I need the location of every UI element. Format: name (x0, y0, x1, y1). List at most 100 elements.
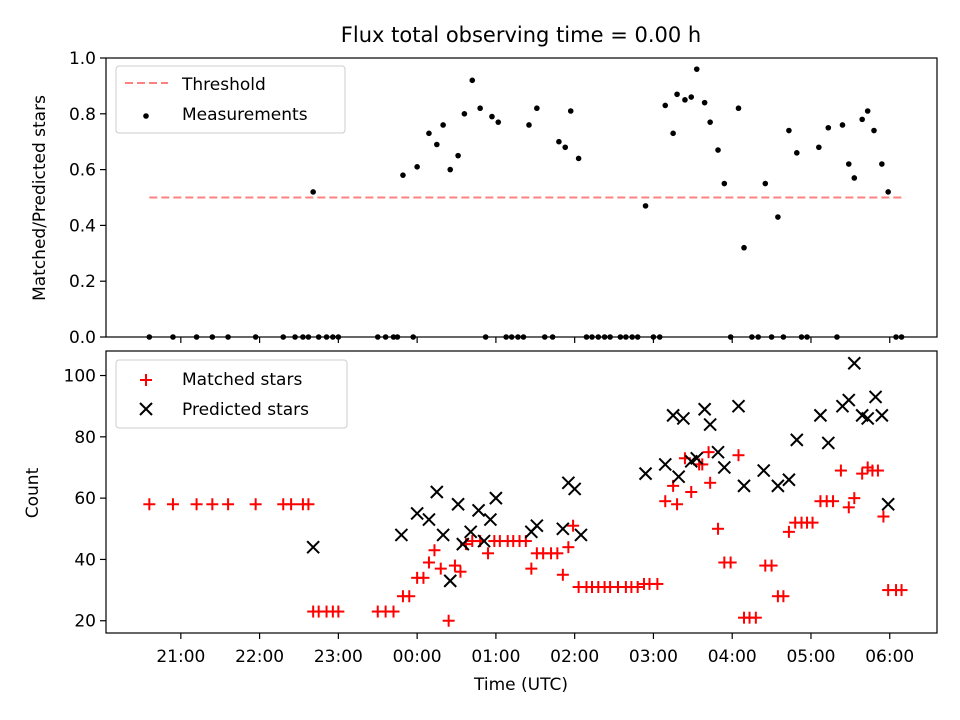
matched-star-point (387, 605, 400, 618)
measurement-point (477, 105, 483, 112)
matched-star-point (454, 565, 467, 578)
bottom-legend: Matched stars Predicted stars (115, 359, 348, 429)
matched-star-point (190, 498, 203, 511)
matched-star-point (143, 498, 156, 511)
predicted-star-point (782, 473, 796, 487)
matched-star-point (206, 498, 219, 511)
matched-star-point (403, 590, 416, 603)
bottom-y-tick-label: 40 (74, 550, 96, 570)
top-legend-measurements-label: Measurements (182, 105, 308, 125)
bottom-x-tick-label: 06:00 (865, 647, 914, 667)
measurement-point (562, 144, 569, 151)
matched-star-point (556, 568, 569, 581)
matched-star-point (659, 495, 672, 508)
matched-star-point (871, 464, 884, 477)
bottom-legend-predicted-label: Predicted stars (182, 400, 309, 420)
measurement-point (885, 189, 891, 195)
predicted-star-point (443, 574, 457, 588)
predicted-star-point (666, 408, 680, 423)
bottom-x-tick-label: 02:00 (550, 647, 599, 667)
matched-star-point (249, 498, 262, 511)
predicted-star-point (697, 402, 712, 416)
bottom-y-tick-label: 60 (74, 489, 96, 509)
matched-star-point (765, 559, 778, 572)
matched-star-point (724, 556, 737, 569)
predicted-star-point (430, 485, 444, 499)
matched-star-point (434, 562, 447, 575)
matched-star-point (702, 446, 715, 459)
measurement-point (489, 113, 495, 120)
bottom-x-tick-label: 04:00 (708, 647, 757, 667)
bottom-x-tick-label: 22:00 (235, 647, 284, 667)
bottom-x-tick-label: 03:00 (629, 647, 678, 667)
predicted-star-point (451, 497, 465, 511)
predicted-star-point (717, 460, 732, 475)
measurement-point (556, 138, 562, 145)
predicted-star-point (671, 469, 686, 484)
bottom-y-tick-label: 100 (64, 367, 96, 387)
predicted-star-point (847, 356, 862, 370)
predicted-star-point (690, 451, 704, 465)
matched-star-point (442, 614, 455, 627)
top-y-tick-label: 0.2 (69, 272, 96, 292)
bottom-axes: 21:00 22:00 23:00 00:00 01:00 02:00 03:00 04:00… (64, 367, 915, 667)
predicted-star-point (489, 491, 503, 505)
bottom-plot-frame (105, 350, 938, 634)
predicted-star-point (676, 411, 691, 426)
matched-star-point (877, 510, 890, 523)
predicted-star-point (790, 433, 804, 447)
matched-star-point (749, 611, 762, 624)
measurement-point (762, 180, 769, 187)
matched-star-point (302, 498, 315, 511)
measurement-point (400, 172, 406, 178)
matched-star-point (417, 571, 430, 584)
top-legend-box (115, 65, 346, 134)
matched-star-point (567, 519, 580, 532)
predicted-star-point (875, 408, 889, 423)
bottom-plot: 21:00 22:00 23:00 00:00 01:00 02:00 03:00 04:00… (23, 350, 938, 695)
matched-star-point (685, 486, 698, 498)
bottom-x-tick-label: 00:00 (393, 647, 442, 667)
predicted-star-point (477, 534, 491, 548)
top-axes: 0.0 0.2 0.4 0.6 0.8 1.0 (69, 49, 891, 348)
bottom-x-tick-label: 05:00 (786, 647, 835, 667)
matched-star-point (704, 476, 717, 489)
matched-star-point (651, 577, 664, 590)
measurement-point (701, 99, 708, 106)
measurement-point (447, 166, 454, 173)
matched-star-point (562, 541, 575, 554)
measurement-point (845, 161, 852, 167)
measurement-point (816, 144, 822, 151)
top-plot: 0.0 0.2 0.4 0.6 0.8 1.0 Matched/Predicted sta… (30, 49, 938, 348)
measurement-point (461, 111, 468, 117)
measurement-point (793, 150, 800, 156)
predicted-star-point (868, 390, 883, 404)
matched-star-point (525, 562, 538, 575)
bottom-y-axis-label: Count (23, 467, 43, 518)
measurement-point (707, 119, 713, 125)
measurement-point (674, 91, 680, 98)
measurement-point (741, 244, 747, 251)
matched-star-point (332, 605, 345, 618)
matched-star-point (895, 584, 908, 597)
predicted-star-point (410, 506, 424, 521)
measurement-point (775, 214, 781, 220)
matched-star-point (712, 522, 725, 535)
predicted-star-point (860, 411, 875, 426)
predicted-star-point (530, 519, 544, 533)
measurement-point (662, 102, 669, 109)
matched-star-point (827, 495, 840, 508)
bottom-x-axis-label: Time (UTC) (473, 675, 568, 695)
top-y-tick-label: 1.0 (69, 49, 96, 69)
matched-star-point (842, 501, 855, 514)
top-y-tick-label: 0.8 (69, 105, 96, 125)
top-legend: Threshold Measurements (115, 65, 346, 134)
measurement-point (455, 152, 461, 159)
top-y-tick-label: 0.0 (69, 328, 96, 348)
top-legend-measurements-swatch (143, 113, 149, 119)
measurement-point (670, 130, 676, 137)
measurement-point (414, 164, 420, 170)
matched-star-point (482, 547, 495, 560)
matched-star-point (428, 544, 441, 557)
